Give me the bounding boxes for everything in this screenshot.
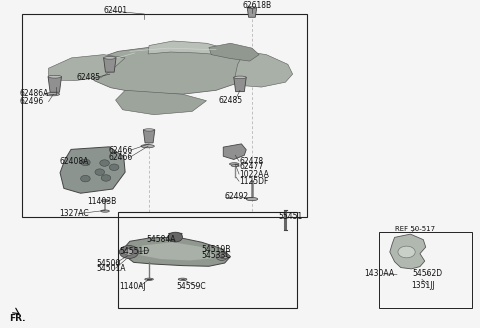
Bar [379,232,472,308]
Bar [118,212,298,308]
Text: 62408A: 62408A [59,157,88,166]
Text: REF 50-517: REF 50-517 [395,226,435,232]
Text: 62401: 62401 [104,6,128,15]
Polygon shape [92,46,250,94]
Polygon shape [144,130,155,143]
Ellipse shape [231,165,239,167]
Polygon shape [209,43,259,61]
Circle shape [81,175,90,182]
Text: 62618B: 62618B [242,1,272,10]
Ellipse shape [45,92,60,96]
Circle shape [101,175,111,181]
Text: 54501A: 54501A [96,264,126,273]
Text: 54584A: 54584A [147,235,176,244]
Text: 62485: 62485 [76,73,100,82]
Circle shape [168,232,182,242]
Circle shape [100,160,109,166]
Polygon shape [48,77,61,92]
Circle shape [120,245,139,258]
Polygon shape [141,242,216,260]
Text: 62485: 62485 [219,95,243,105]
Text: 1022AA: 1022AA [239,170,269,178]
Circle shape [95,169,105,175]
Circle shape [124,249,134,255]
Text: 54500: 54500 [96,258,121,268]
Ellipse shape [168,233,182,234]
Polygon shape [60,147,125,193]
Text: 54562D: 54562D [412,269,443,278]
Text: 1430AA: 1430AA [364,269,395,278]
Polygon shape [124,237,230,266]
Text: 1140AJ: 1140AJ [120,282,146,291]
Bar [22,14,307,217]
Ellipse shape [101,210,109,212]
Ellipse shape [234,76,246,79]
Polygon shape [116,90,206,115]
Ellipse shape [247,7,257,9]
Ellipse shape [145,278,154,280]
Text: 1125DF: 1125DF [239,177,268,186]
Text: 62496: 62496 [20,97,44,106]
Text: FR.: FR. [9,314,26,323]
Polygon shape [390,234,426,269]
Text: 62478: 62478 [239,156,263,166]
Circle shape [398,246,415,258]
Ellipse shape [48,75,61,78]
Polygon shape [104,58,116,72]
Text: 62477: 62477 [239,162,264,171]
Text: 1327AC: 1327AC [59,209,89,218]
Circle shape [109,164,119,171]
Text: 11403B: 11403B [87,197,116,206]
Text: 62492: 62492 [225,192,249,201]
Ellipse shape [144,129,155,131]
Text: 54551D: 54551D [120,247,149,256]
Ellipse shape [141,145,155,148]
Polygon shape [148,41,230,55]
Text: 54559C: 54559C [177,282,206,291]
Text: 62466: 62466 [108,146,132,155]
Ellipse shape [178,278,187,280]
Ellipse shape [104,56,116,59]
Text: 54533C: 54533C [202,251,231,260]
Text: 1351JJ: 1351JJ [411,280,435,290]
Polygon shape [223,144,246,159]
Polygon shape [235,51,293,87]
Text: 62466: 62466 [108,154,132,162]
Text: 62486A: 62486A [20,89,49,98]
Polygon shape [247,8,257,17]
Polygon shape [234,77,246,92]
Ellipse shape [229,163,239,165]
Ellipse shape [246,197,258,201]
Ellipse shape [101,199,109,202]
Polygon shape [48,54,125,81]
Text: 54519B: 54519B [202,245,231,254]
Polygon shape [168,234,182,241]
Ellipse shape [220,256,229,259]
Circle shape [216,253,228,260]
Circle shape [81,159,90,166]
Text: 55451: 55451 [278,213,302,221]
